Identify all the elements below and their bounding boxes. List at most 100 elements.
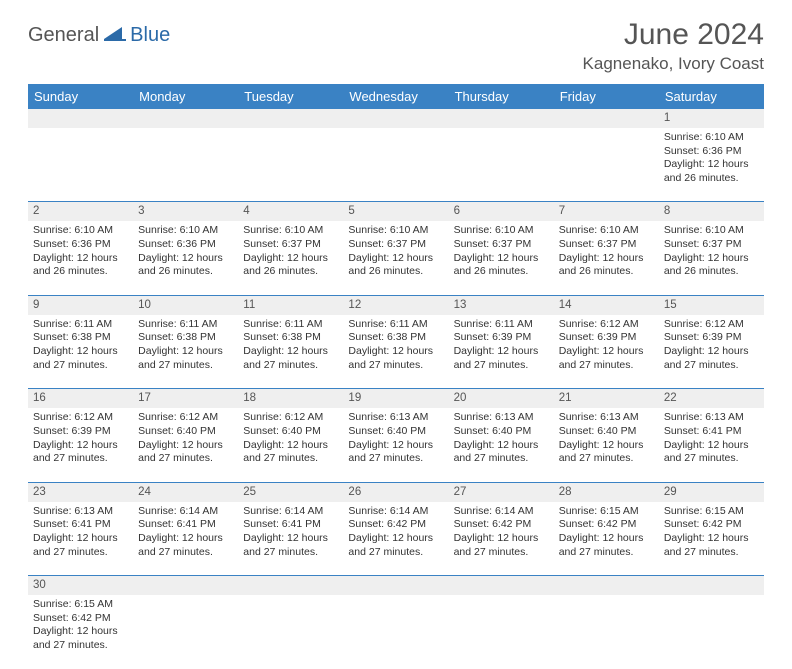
day-number-cell: 2 [28,202,133,221]
sunrise-line: Sunrise: 6:10 AM [454,224,549,238]
daylight-line: Daylight: 12 hours and 26 minutes. [664,158,759,185]
daylight-line: Daylight: 12 hours and 27 minutes. [138,345,233,372]
daylight-line: Daylight: 12 hours and 26 minutes. [454,252,549,279]
sunset-line: Sunset: 6:40 PM [243,425,338,439]
sunset-line: Sunset: 6:41 PM [33,518,128,532]
daylight-line: Daylight: 12 hours and 27 minutes. [559,532,654,559]
day-number-cell: 18 [238,389,343,408]
day-cell: Sunrise: 6:10 AMSunset: 6:37 PMDaylight:… [238,221,343,295]
week-row: Sunrise: 6:10 AMSunset: 6:36 PMDaylight:… [28,221,764,295]
sunrise-line: Sunrise: 6:11 AM [243,318,338,332]
sunrise-line: Sunrise: 6:11 AM [138,318,233,332]
day-number-cell [343,109,448,128]
day-cell: Sunrise: 6:11 AMSunset: 6:38 PMDaylight:… [238,315,343,389]
day-cell: Sunrise: 6:10 AMSunset: 6:36 PMDaylight:… [133,221,238,295]
day-cell: Sunrise: 6:12 AMSunset: 6:40 PMDaylight:… [238,408,343,482]
week-row: Sunrise: 6:13 AMSunset: 6:41 PMDaylight:… [28,502,764,576]
day-number-cell: 10 [133,295,238,314]
logo-text-general: General [28,24,99,47]
day-cell: Sunrise: 6:13 AMSunset: 6:41 PMDaylight:… [28,502,133,576]
sunrise-line: Sunrise: 6:12 AM [559,318,654,332]
day-number-cell [343,576,448,595]
day-cell [133,128,238,202]
day-number-cell [659,576,764,595]
day-cell: Sunrise: 6:10 AMSunset: 6:36 PMDaylight:… [28,221,133,295]
day-cell [238,595,343,669]
day-cell: Sunrise: 6:14 AMSunset: 6:41 PMDaylight:… [238,502,343,576]
day-number-cell: 20 [449,389,554,408]
day-cell [659,595,764,669]
sunrise-line: Sunrise: 6:15 AM [559,505,654,519]
sunset-line: Sunset: 6:38 PM [243,331,338,345]
sunrise-line: Sunrise: 6:13 AM [348,411,443,425]
sunrise-line: Sunrise: 6:12 AM [243,411,338,425]
sunset-line: Sunset: 6:37 PM [243,238,338,252]
sunset-line: Sunset: 6:41 PM [664,425,759,439]
daylight-line: Daylight: 12 hours and 27 minutes. [138,532,233,559]
sunset-line: Sunset: 6:40 PM [138,425,233,439]
day-number-cell: 6 [449,202,554,221]
day-number-cell: 8 [659,202,764,221]
sunset-line: Sunset: 6:37 PM [454,238,549,252]
daylight-line: Daylight: 12 hours and 27 minutes. [559,439,654,466]
daylight-line: Daylight: 12 hours and 27 minutes. [348,345,443,372]
day-number-row: 2345678 [28,202,764,221]
daylight-line: Daylight: 12 hours and 27 minutes. [243,439,338,466]
daylight-line: Daylight: 12 hours and 27 minutes. [454,532,549,559]
day-number-cell: 24 [133,482,238,501]
sunset-line: Sunset: 6:38 PM [348,331,443,345]
week-row: Sunrise: 6:15 AMSunset: 6:42 PMDaylight:… [28,595,764,669]
day-number-cell: 26 [343,482,448,501]
day-header: Tuesday [238,84,343,109]
sunset-line: Sunset: 6:37 PM [559,238,654,252]
logo-text-blue: Blue [130,24,170,47]
sunset-line: Sunset: 6:42 PM [664,518,759,532]
sunset-line: Sunset: 6:40 PM [559,425,654,439]
day-header: Friday [554,84,659,109]
day-cell: Sunrise: 6:10 AMSunset: 6:36 PMDaylight:… [659,128,764,202]
location: Kagnenako, Ivory Coast [583,54,764,74]
day-number-cell: 16 [28,389,133,408]
day-number-cell [133,109,238,128]
day-header: Sunday [28,84,133,109]
day-number-row: 16171819202122 [28,389,764,408]
sunrise-line: Sunrise: 6:12 AM [664,318,759,332]
day-cell [28,128,133,202]
day-number-cell [238,109,343,128]
calendar-body: 1Sunrise: 6:10 AMSunset: 6:36 PMDaylight… [28,109,764,669]
sunrise-line: Sunrise: 6:14 AM [348,505,443,519]
day-number-cell: 13 [449,295,554,314]
daylight-line: Daylight: 12 hours and 27 minutes. [348,439,443,466]
sunrise-line: Sunrise: 6:13 AM [559,411,654,425]
day-header: Monday [133,84,238,109]
day-number-cell: 15 [659,295,764,314]
day-cell: Sunrise: 6:11 AMSunset: 6:38 PMDaylight:… [133,315,238,389]
sunset-line: Sunset: 6:36 PM [664,145,759,159]
week-row: Sunrise: 6:12 AMSunset: 6:39 PMDaylight:… [28,408,764,482]
sunset-line: Sunset: 6:42 PM [454,518,549,532]
day-number-cell: 14 [554,295,659,314]
sunset-line: Sunset: 6:38 PM [138,331,233,345]
sunrise-line: Sunrise: 6:10 AM [664,224,759,238]
day-number-cell [449,576,554,595]
daylight-line: Daylight: 12 hours and 27 minutes. [348,532,443,559]
sunset-line: Sunset: 6:37 PM [348,238,443,252]
day-cell: Sunrise: 6:10 AMSunset: 6:37 PMDaylight:… [659,221,764,295]
daylight-line: Daylight: 12 hours and 27 minutes. [664,345,759,372]
day-cell [238,128,343,202]
sunrise-line: Sunrise: 6:12 AM [138,411,233,425]
sunrise-line: Sunrise: 6:13 AM [454,411,549,425]
day-cell: Sunrise: 6:10 AMSunset: 6:37 PMDaylight:… [554,221,659,295]
day-header: Thursday [449,84,554,109]
daylight-line: Daylight: 12 hours and 27 minutes. [33,532,128,559]
daylight-line: Daylight: 12 hours and 26 minutes. [243,252,338,279]
sunset-line: Sunset: 6:41 PM [138,518,233,532]
daylight-line: Daylight: 12 hours and 27 minutes. [33,439,128,466]
daylight-line: Daylight: 12 hours and 27 minutes. [243,345,338,372]
flag-icon [104,25,126,46]
sunrise-line: Sunrise: 6:12 AM [33,411,128,425]
week-row: Sunrise: 6:11 AMSunset: 6:38 PMDaylight:… [28,315,764,389]
day-number-cell: 9 [28,295,133,314]
day-cell: Sunrise: 6:12 AMSunset: 6:40 PMDaylight:… [133,408,238,482]
daylight-line: Daylight: 12 hours and 27 minutes. [454,345,549,372]
